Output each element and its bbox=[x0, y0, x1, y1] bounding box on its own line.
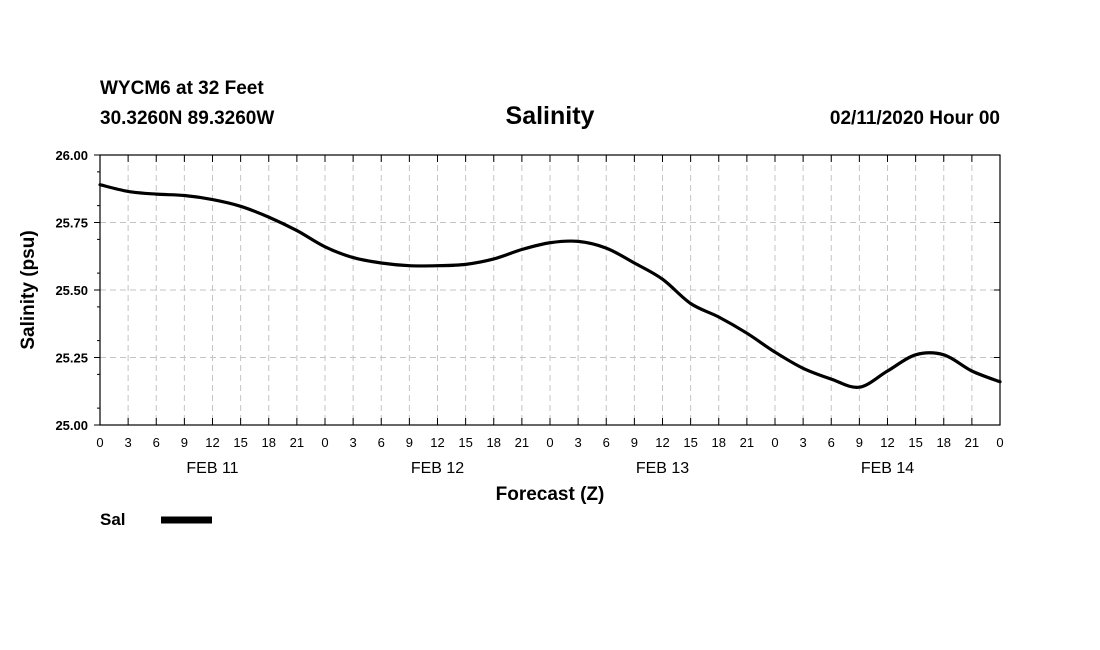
x-tick-label: 9 bbox=[856, 435, 863, 450]
x-tick-label: 9 bbox=[181, 435, 188, 450]
series-layer bbox=[98, 183, 1002, 389]
axis-labels: 0 3 6 9 12 15 18 21 0 3 6 9 12 15 18 21 0 3 6 9 12 15 18 21 0 3 6 9… bbox=[55, 148, 1003, 477]
x-tick-label: 18 bbox=[712, 435, 726, 450]
y-tick-label: 26.00 bbox=[55, 148, 88, 163]
x-tick-label: 21 bbox=[290, 435, 304, 450]
station-label: WYCM6 at 32 Feet bbox=[100, 78, 264, 99]
x-tick-label: 0 bbox=[321, 435, 328, 450]
x-tick-label: 12 bbox=[430, 435, 444, 450]
x-tick-label: 9 bbox=[631, 435, 638, 450]
x-tick-label: 15 bbox=[233, 435, 247, 450]
y-tick-label: 25.75 bbox=[55, 216, 88, 231]
x-axis-title: Forecast (Z) bbox=[496, 484, 605, 505]
legend: Sal bbox=[100, 510, 212, 529]
x-tick-label: 15 bbox=[458, 435, 472, 450]
x-tick-label: 21 bbox=[515, 435, 529, 450]
x-tick-label: 3 bbox=[800, 435, 807, 450]
day-label: FEB 14 bbox=[861, 460, 914, 477]
axis-ticks bbox=[94, 154, 1001, 426]
issue-time-label: 02/11/2020 Hour 00 bbox=[830, 108, 1000, 129]
x-tick-label: 15 bbox=[908, 435, 922, 450]
x-tick-label: 6 bbox=[378, 435, 385, 450]
x-tick-label: 15 bbox=[683, 435, 697, 450]
x-tick-label: 12 bbox=[205, 435, 219, 450]
x-tick-label: 9 bbox=[406, 435, 413, 450]
x-tick-label: 6 bbox=[153, 435, 160, 450]
day-label: FEB 13 bbox=[636, 460, 689, 477]
x-tick-label: 0 bbox=[96, 435, 103, 450]
day-label: FEB 11 bbox=[186, 460, 238, 477]
x-tick-label: 6 bbox=[828, 435, 835, 450]
y-tick-label: 25.50 bbox=[55, 283, 88, 298]
series-line-sal bbox=[98, 183, 1002, 389]
x-tick-label: 0 bbox=[546, 435, 553, 450]
x-tick-label: 3 bbox=[575, 435, 582, 450]
x-tick-label: 21 bbox=[965, 435, 979, 450]
x-tick-label: 21 bbox=[740, 435, 754, 450]
y-tick-label: 25.00 bbox=[55, 418, 88, 433]
x-tick-label: 0 bbox=[996, 435, 1003, 450]
x-tick-label: 3 bbox=[125, 435, 132, 450]
y-axis-title: Salinity (psu) bbox=[18, 230, 39, 349]
x-tick-label: 3 bbox=[350, 435, 357, 450]
x-tick-label: 18 bbox=[487, 435, 501, 450]
x-tick-label: 6 bbox=[603, 435, 610, 450]
y-tick-label: 25.25 bbox=[55, 351, 88, 366]
x-tick-label: 18 bbox=[937, 435, 951, 450]
coordinates-label: 30.3260N 89.3260W bbox=[100, 108, 274, 129]
plot-frame bbox=[99, 154, 1001, 426]
x-tick-label: 12 bbox=[655, 435, 669, 450]
day-label: FEB 12 bbox=[411, 460, 464, 477]
legend-label: Sal bbox=[100, 510, 126, 529]
chart-title: Salinity bbox=[506, 102, 595, 130]
grid-lines bbox=[100, 155, 1000, 425]
x-tick-label: 18 bbox=[262, 435, 276, 450]
x-tick-label: 0 bbox=[771, 435, 778, 450]
x-tick-label: 12 bbox=[880, 435, 894, 450]
